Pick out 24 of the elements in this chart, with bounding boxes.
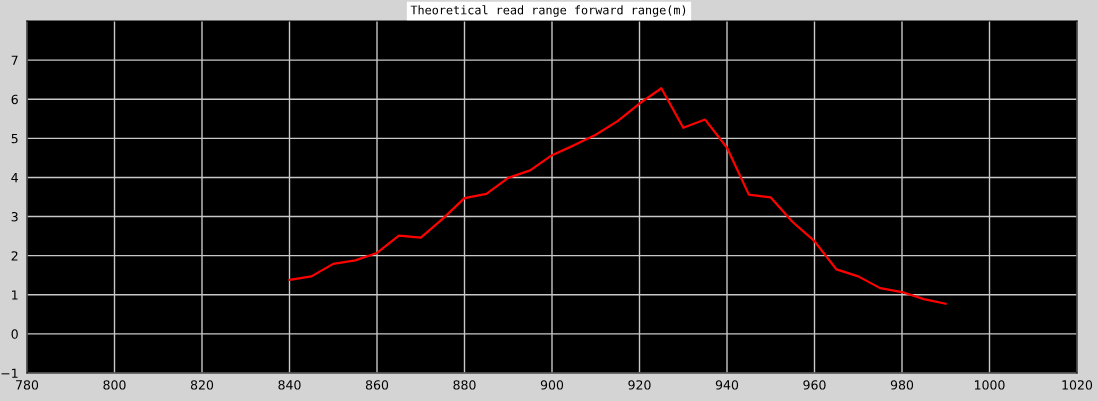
y-tick-label: −1 bbox=[1, 368, 18, 378]
y-tick-label: 2 bbox=[11, 251, 18, 261]
x-tick-label: 840 bbox=[278, 380, 301, 390]
x-tick-label: 1020 bbox=[1062, 380, 1093, 390]
x-tick-label: 800 bbox=[103, 380, 126, 390]
x-tick-label: 880 bbox=[453, 380, 476, 390]
y-tick-label: 0 bbox=[11, 329, 18, 339]
x-tick-label: 900 bbox=[540, 380, 564, 390]
y-tick-label: 1 bbox=[12, 290, 18, 300]
x-tick-label: 820 bbox=[190, 380, 214, 390]
y-tick-label: 7 bbox=[11, 55, 18, 65]
x-tick-label: 940 bbox=[715, 380, 739, 390]
chart-title: Theoretical read range forward range(m) bbox=[410, 5, 686, 17]
line-series bbox=[288, 87, 947, 305]
y-tick-label: 4 bbox=[11, 173, 18, 183]
x-tick-label: 860 bbox=[365, 380, 389, 390]
x-tick-label: 1000 bbox=[974, 380, 1005, 390]
x-tick-label: 960 bbox=[803, 380, 826, 390]
x-tick-label: 980 bbox=[890, 380, 914, 390]
x-tick-label: 780 bbox=[16, 380, 39, 390]
y-tick-label: 3 bbox=[11, 212, 18, 222]
y-tick-label: 5 bbox=[11, 133, 18, 144]
y-tick-label: 6 bbox=[11, 94, 18, 105]
x-tick-label: 920 bbox=[628, 380, 651, 390]
